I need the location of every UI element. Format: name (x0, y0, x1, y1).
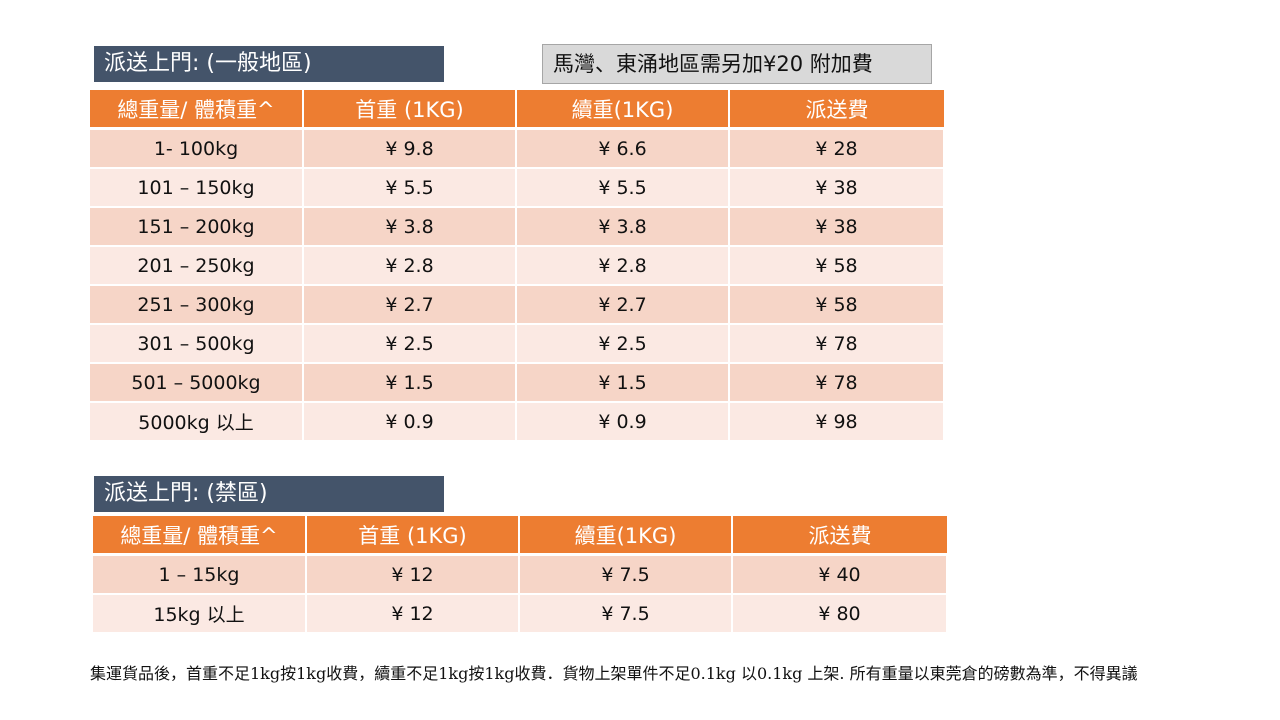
header-weight: 總重量/ 體積重^ (93, 516, 307, 556)
table-row: 1 – 15kg ¥ 12 ¥ 7.5 ¥ 40 (93, 554, 948, 595)
delivery-fee-cell: ¥ 38 (729, 168, 945, 208)
table-row: 1- 100kg ¥ 9.8 ¥ 6.6 ¥ 28 (90, 128, 945, 169)
header-first-weight: 首重 (1KG) (303, 90, 517, 130)
additional-weight-cell: ¥ 2.5 (516, 324, 730, 364)
delivery-fee-cell: ¥ 58 (729, 285, 945, 325)
additional-weight-cell: ¥ 0.9 (516, 402, 730, 442)
table-header-row: 總重量/ 體積重^ 首重 (1KG) 續重(1KG) 派送費 (93, 516, 947, 556)
weight-cell: 501 – 5000kg (90, 363, 304, 403)
table-row: 15kg 以上 ¥ 12 ¥ 7.5 ¥ 80 (93, 594, 948, 634)
table-row: 251 – 300kg ¥ 2.7 ¥ 2.7 ¥ 58 (90, 285, 945, 325)
first-weight-cell: ¥ 5.5 (303, 168, 517, 208)
footnote: 集運貨品後，首重不足1kg按1kg收費，續重不足1kg按1kg收費．貨物上架單件… (90, 664, 1138, 683)
delivery-fee-cell: ¥ 58 (729, 246, 945, 286)
table-row: 201 – 250kg ¥ 2.8 ¥ 2.8 ¥ 58 (90, 246, 945, 286)
table-row: 301 – 500kg ¥ 2.5 ¥ 2.5 ¥ 78 (90, 324, 945, 364)
first-weight-cell: ¥ 9.8 (303, 128, 517, 169)
table-row: 5000kg 以上 ¥ 0.9 ¥ 0.9 ¥ 98 (90, 402, 945, 442)
additional-weight-cell: ¥ 5.5 (516, 168, 730, 208)
general-area-label: 派送上門: (一般地區) (94, 46, 444, 82)
additional-weight-cell: ¥ 3.8 (516, 207, 730, 247)
first-weight-cell: ¥ 12 (306, 594, 520, 634)
first-weight-cell: ¥ 2.5 (303, 324, 517, 364)
weight-cell: 301 – 500kg (90, 324, 304, 364)
additional-weight-cell: ¥ 6.6 (516, 128, 730, 169)
weight-cell: 15kg 以上 (93, 594, 307, 634)
delivery-fee-cell: ¥ 98 (729, 402, 945, 442)
delivery-fee-cell: ¥ 78 (729, 363, 945, 403)
delivery-fee-cell: ¥ 38 (729, 207, 945, 247)
additional-weight-cell: ¥ 2.8 (516, 246, 730, 286)
first-weight-cell: ¥ 0.9 (303, 402, 517, 442)
table-row: 151 – 200kg ¥ 3.8 ¥ 3.8 ¥ 38 (90, 207, 945, 247)
first-weight-cell: ¥ 2.7 (303, 285, 517, 325)
weight-cell: 1 – 15kg (93, 554, 307, 595)
delivery-fee-cell: ¥ 40 (732, 554, 948, 595)
additional-weight-cell: ¥ 7.5 (519, 594, 733, 634)
weight-cell: 151 – 200kg (90, 207, 304, 247)
delivery-fee-cell: ¥ 78 (729, 324, 945, 364)
delivery-fee-cell: ¥ 28 (729, 128, 945, 169)
first-weight-cell: ¥ 1.5 (303, 363, 517, 403)
table-row: 501 – 5000kg ¥ 1.5 ¥ 1.5 ¥ 78 (90, 363, 945, 403)
weight-cell: 201 – 250kg (90, 246, 304, 286)
additional-weight-cell: ¥ 2.7 (516, 285, 730, 325)
restricted-area-label: 派送上門: (禁區) (94, 476, 444, 512)
additional-weight-cell: ¥ 1.5 (516, 363, 730, 403)
weight-cell: 101 – 150kg (90, 168, 304, 208)
first-weight-cell: ¥ 2.8 (303, 246, 517, 286)
weight-cell: 5000kg 以上 (90, 402, 304, 442)
header-additional-weight: 續重(1KG) (519, 516, 733, 556)
header-delivery-fee: 派送費 (732, 516, 947, 556)
general-rate-table: 總重量/ 體積重^ 首重 (1KG) 續重(1KG) 派送費 1- 100kg … (90, 90, 945, 442)
table-row: 101 – 150kg ¥ 5.5 ¥ 5.5 ¥ 38 (90, 168, 945, 208)
additional-weight-cell: ¥ 7.5 (519, 554, 733, 595)
table-header-row: 總重量/ 體積重^ 首重 (1KG) 續重(1KG) 派送費 (90, 90, 944, 130)
header-first-weight: 首重 (1KG) (306, 516, 520, 556)
header-additional-weight: 續重(1KG) (516, 90, 730, 130)
first-weight-cell: ¥ 3.8 (303, 207, 517, 247)
surcharge-note: 馬灣、東涌地區需另加¥20 附加費 (542, 44, 932, 84)
weight-cell: 251 – 300kg (90, 285, 304, 325)
restricted-rate-table: 總重量/ 體積重^ 首重 (1KG) 續重(1KG) 派送費 1 – 15kg … (93, 516, 948, 634)
header-weight: 總重量/ 體積重^ (90, 90, 304, 130)
delivery-fee-cell: ¥ 80 (732, 594, 948, 634)
header-delivery-fee: 派送費 (729, 90, 944, 130)
first-weight-cell: ¥ 12 (306, 554, 520, 595)
weight-cell: 1- 100kg (90, 128, 304, 169)
